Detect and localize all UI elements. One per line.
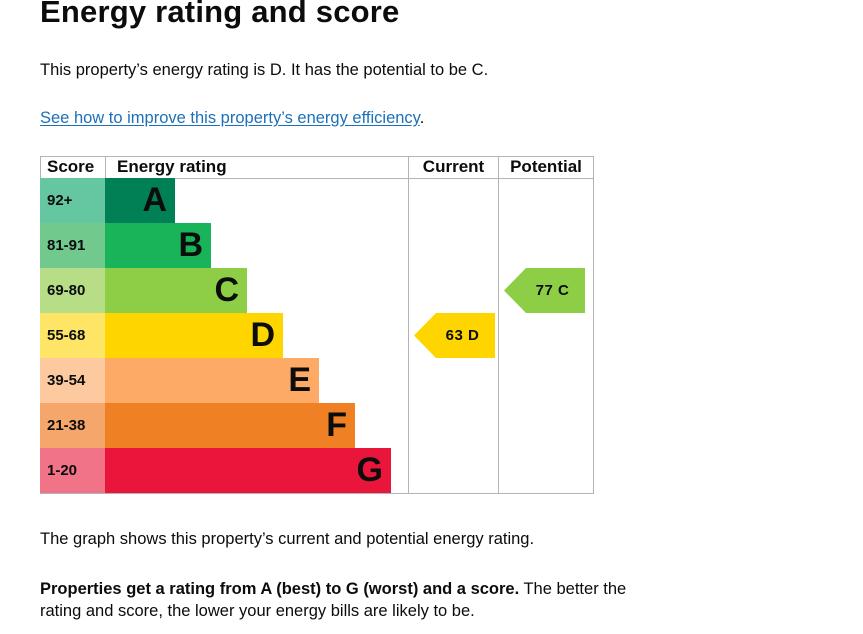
score-cell-g: 1-20	[40, 448, 105, 493]
page-title: Energy rating and score	[40, 0, 400, 29]
rating-explanation-rest: The better the rating and score, the low…	[40, 580, 627, 620]
rating-letter-b: B	[178, 226, 203, 264]
score-cell-c: 69-80	[40, 268, 105, 313]
score-cell-b: 81-91	[40, 223, 105, 268]
score-cell-e: 39-54	[40, 358, 105, 403]
current-header: Current	[422, 157, 485, 176]
current-column-divider	[408, 156, 409, 494]
rating-bar-b: B	[105, 223, 211, 268]
rating-bar-e: E	[105, 358, 319, 403]
chart-header-divider	[40, 178, 594, 179]
energy-rating-chart: Score Energy rating Current Potential 92…	[40, 156, 594, 494]
score-cell-f: 21-38	[40, 403, 105, 448]
rating-letter-e: E	[288, 361, 311, 399]
rating-bar-d: D	[105, 313, 283, 358]
score-header: Score	[47, 157, 95, 176]
rating-letter-g: G	[356, 451, 383, 489]
rating-explanation: Properties get a rating from A (best) to…	[40, 578, 640, 622]
rating-explanation-bold: Properties get a rating from A (best) to…	[40, 580, 520, 598]
rating-bar-a: A	[105, 178, 175, 223]
score-column-divider	[105, 156, 106, 178]
rating-letter-f: F	[326, 406, 347, 444]
current-rating-marker: 63 D	[414, 313, 495, 358]
potential-header: Potential	[510, 157, 582, 176]
rating-letter-a: A	[142, 181, 167, 219]
energy-rating-header: Energy rating	[117, 157, 227, 176]
rating-bar-g: G	[105, 448, 391, 493]
chart-bottom-border	[40, 493, 594, 494]
rating-letter-c: C	[214, 271, 239, 309]
potential-column-divider	[498, 156, 499, 494]
potential-rating-marker: 77 C	[504, 268, 585, 313]
score-cell-d: 55-68	[40, 313, 105, 358]
improve-efficiency-link[interactable]: See how to improve this property’s energ…	[40, 109, 420, 127]
rating-letter-d: D	[250, 316, 275, 354]
link-suffix: .	[419, 109, 425, 127]
rating-bar-c: C	[105, 268, 247, 313]
chart-right-border	[593, 156, 594, 494]
graph-description: The graph shows this property’s current …	[40, 530, 535, 548]
rating-bar-f: F	[105, 403, 355, 448]
improve-link-line: See how to improve this property’s energ…	[40, 107, 424, 129]
score-cell-a: 92+	[40, 178, 105, 223]
rating-summary: This property’s energy rating is D. It h…	[40, 61, 489, 79]
chart-top-border	[40, 156, 594, 157]
